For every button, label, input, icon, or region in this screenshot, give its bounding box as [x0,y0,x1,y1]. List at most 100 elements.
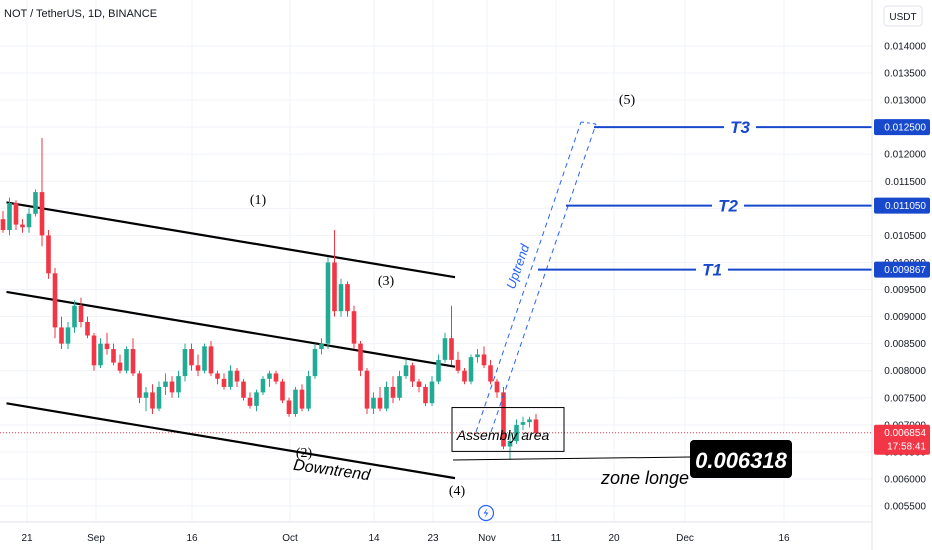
candle [202,343,207,374]
candle [228,365,233,390]
y-tick-label: 0.008000 [884,366,926,377]
candle-body [221,378,227,387]
candle-body [59,327,64,344]
candle-body [20,224,25,228]
assembly-area-label: Assembly area [456,427,550,443]
target-t1[interactable]: T1 [538,261,872,280]
target-price-text: 0.011050 [885,201,926,212]
grid-layer [0,0,872,522]
candle [410,362,415,387]
candle [260,376,266,396]
candle-body [364,370,370,409]
trend-line-lower[interactable] [6,402,456,480]
candle [371,392,376,414]
candle-body [189,349,194,366]
candle-body [208,346,214,374]
lightning-icon[interactable] [477,504,495,522]
candle [143,386,149,412]
candle-body [429,381,435,404]
target-t2[interactable]: T2 [566,197,872,216]
candle [299,384,305,412]
y-tick-label: 0.012000 [884,150,926,161]
candle-body [351,311,357,344]
candle [182,343,188,382]
candle [52,267,58,339]
candle-body [286,400,292,414]
candle-body [137,373,142,398]
candle [533,414,539,436]
candle-body [358,343,363,371]
candle-body [501,392,506,447]
candle-body [202,346,207,371]
candle [442,332,448,363]
currency-button[interactable]: USDT [883,5,923,27]
candle [501,386,506,450]
currency-label[interactable]: USDT [889,12,916,23]
candle [208,340,214,377]
candle-body [436,359,441,382]
trend-line-upper[interactable] [6,201,456,279]
y-tick-label: 0.009000 [884,312,926,323]
candle-body [104,343,110,350]
candle-body [481,354,487,366]
candle-body [325,262,331,344]
candle [104,332,110,355]
candle-body [338,284,344,312]
candle [117,354,123,374]
wave-label: (1) [250,193,267,208]
candle [20,219,25,233]
candle-body [449,338,454,360]
candle [267,370,272,387]
candle [254,389,259,412]
uptrend-line-right[interactable] [490,123,597,433]
candle-body [195,365,201,371]
candle-body [176,376,181,393]
currency-button-frame[interactable] [883,5,923,27]
candle-body [254,392,259,406]
candle [449,305,454,366]
candle [98,338,103,368]
countdown-text: 17:58:41 [887,442,926,453]
candle-body [85,322,90,336]
candle-body [273,373,279,382]
candle [455,351,461,374]
uptrend-label: Uptrend [503,242,532,291]
candle-body [468,357,474,382]
candle-body [0,219,6,230]
candle [319,338,324,355]
assembly-area-box[interactable] [451,407,565,452]
candle [85,316,90,339]
target-price-badge [874,197,930,214]
x-tick-label: 16 [778,533,790,544]
target-price-text: 0.012500 [884,123,926,134]
candle-body [319,343,324,350]
x-tick-label: 14 [368,533,380,544]
candle-body [241,381,246,398]
candle [390,376,396,404]
candle-body [26,213,32,228]
candle-body [117,362,123,371]
candle [280,378,285,404]
candle [65,322,71,350]
x-tick-label: Nov [478,533,496,544]
candle [189,343,194,371]
candle [358,340,363,377]
candle-body [371,397,376,409]
lightning-icon-bolt[interactable] [483,508,489,518]
candle [13,200,19,230]
candle-body [182,349,188,377]
uptrend-line-left[interactable] [475,121,582,433]
candle-body [228,370,233,387]
candle [338,278,344,317]
candle-body [91,335,97,366]
candle [397,370,402,401]
target-t3[interactable]: T3 [594,118,872,137]
candle [241,378,246,401]
candle-body [52,273,58,328]
candle [468,354,474,385]
candle [7,197,12,236]
trend-line-middle[interactable] [6,290,456,368]
candles-layer [0,138,539,460]
